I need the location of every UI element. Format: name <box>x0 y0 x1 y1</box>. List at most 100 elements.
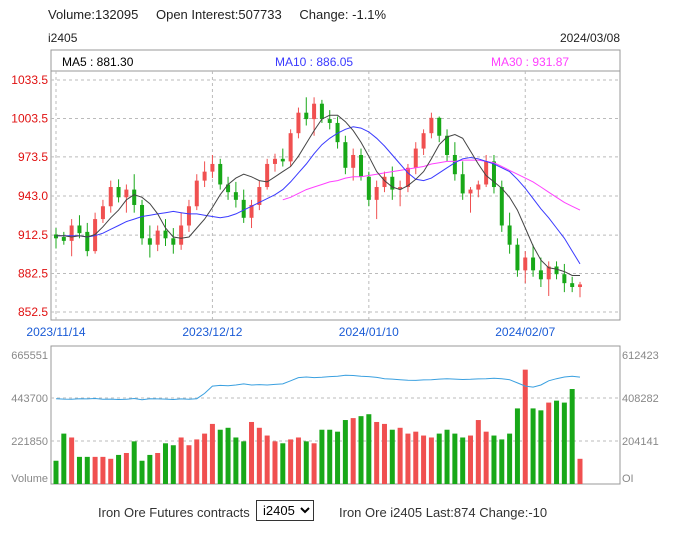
candle-body <box>312 103 317 120</box>
volume-bar <box>444 429 450 484</box>
volume-bar <box>272 441 278 484</box>
candle-body <box>390 176 395 190</box>
candle-body <box>554 266 559 275</box>
volume-bar <box>366 414 372 484</box>
volume-bar <box>335 431 341 484</box>
candle-body <box>351 154 356 168</box>
candle-body <box>241 199 246 218</box>
volume-bar <box>131 441 137 484</box>
volume-bar <box>389 429 395 484</box>
volume-bar <box>381 423 387 484</box>
volume-bar <box>358 416 364 484</box>
volume-bar <box>225 427 231 484</box>
candle-body <box>179 225 184 245</box>
candle-body <box>85 231 90 252</box>
volume-tick-label: 665551 <box>11 350 48 362</box>
volume-tick-label: 221850 <box>11 436 48 448</box>
candle-body <box>249 204 254 218</box>
volume-bar <box>468 435 474 484</box>
candle-body <box>280 158 285 162</box>
candle-body <box>218 163 223 185</box>
ma30-label: MA30 : 931.87 <box>491 55 569 69</box>
price-tick-label: 1033.5 <box>11 73 48 87</box>
candle-body <box>132 189 137 205</box>
candle-body <box>499 187 504 226</box>
date-tick-label: 2024/01/10 <box>339 325 399 339</box>
volume-bar <box>319 429 325 484</box>
candle-body <box>233 192 238 200</box>
candle-body <box>226 184 231 193</box>
volume-bar <box>92 456 98 484</box>
volume-bar <box>139 460 145 484</box>
volume-stat: Volume:132095 <box>48 7 139 22</box>
date-label: 2024/03/08 <box>559 31 620 45</box>
price-tick-label: 852.5 <box>18 305 48 319</box>
volume-bar <box>460 437 466 484</box>
oi-tick-label: 408282 <box>622 393 659 405</box>
volume-bar <box>108 458 114 484</box>
candle-body <box>202 171 207 181</box>
candle-body <box>366 176 371 200</box>
volume-bar <box>241 441 247 484</box>
candle-body <box>93 219 98 252</box>
ma10-line <box>56 126 581 265</box>
candle-body <box>147 238 152 245</box>
volume-bar <box>421 435 427 484</box>
volume-bar <box>522 369 528 484</box>
volume-bar <box>116 454 122 484</box>
volume-bar <box>178 437 184 484</box>
candle-body <box>484 161 489 185</box>
candle-body <box>413 148 418 168</box>
contract-select[interactable]: i2405 <box>256 500 314 521</box>
candle-body <box>460 174 465 194</box>
volume-tick-label: 443700 <box>11 393 48 405</box>
volume-bar <box>397 427 403 484</box>
volume-bar <box>530 408 536 484</box>
candle-body <box>491 161 496 188</box>
volume-bar <box>217 429 223 484</box>
ma5-line <box>56 114 580 276</box>
volume-bar <box>561 402 567 484</box>
candle-body <box>374 187 379 200</box>
volume-bar <box>569 389 575 484</box>
volume-bar <box>233 437 239 484</box>
volume-bar <box>288 439 294 484</box>
candle-body <box>171 238 176 245</box>
candle-body <box>327 119 332 123</box>
candle-body <box>445 135 450 155</box>
header-stats: Volume:132095 Open Interest:507733 Chang… <box>48 7 400 22</box>
candle-body <box>288 133 293 162</box>
candle-body <box>210 163 215 172</box>
candle-body <box>507 225 512 245</box>
candle-body <box>319 103 324 120</box>
candle-body <box>570 283 575 288</box>
volume-bar <box>350 418 356 484</box>
candle-body <box>343 142 348 168</box>
volume-bar <box>436 433 442 484</box>
ma5-label: MA5 : 881.30 <box>62 55 134 69</box>
candle-body <box>116 187 121 198</box>
volume-bar <box>280 443 286 484</box>
volume-bar <box>491 435 497 484</box>
volume-bar <box>413 431 419 484</box>
volume-bar <box>295 437 301 484</box>
ma30-line <box>282 159 581 211</box>
candle-body <box>359 154 364 177</box>
candle-body <box>265 163 270 188</box>
candle-body <box>163 230 168 239</box>
open-interest-stat: Open Interest:507733 <box>155 7 282 22</box>
volume-bar <box>342 420 348 484</box>
candle-body <box>272 158 277 164</box>
volume-bar <box>452 433 458 484</box>
volume-bar <box>155 452 161 484</box>
candle-body <box>77 225 82 234</box>
candle-body <box>140 204 145 239</box>
price-tick-label: 973.5 <box>18 150 48 164</box>
quote-label: Iron Ore i2405 Last:874 Change:-10 <box>339 505 548 520</box>
volume-bar <box>577 458 583 484</box>
candle-body <box>437 117 442 136</box>
volume-bar <box>327 429 333 484</box>
volume-bar <box>186 445 192 484</box>
candle-body <box>69 225 74 241</box>
candle-body <box>100 206 105 220</box>
